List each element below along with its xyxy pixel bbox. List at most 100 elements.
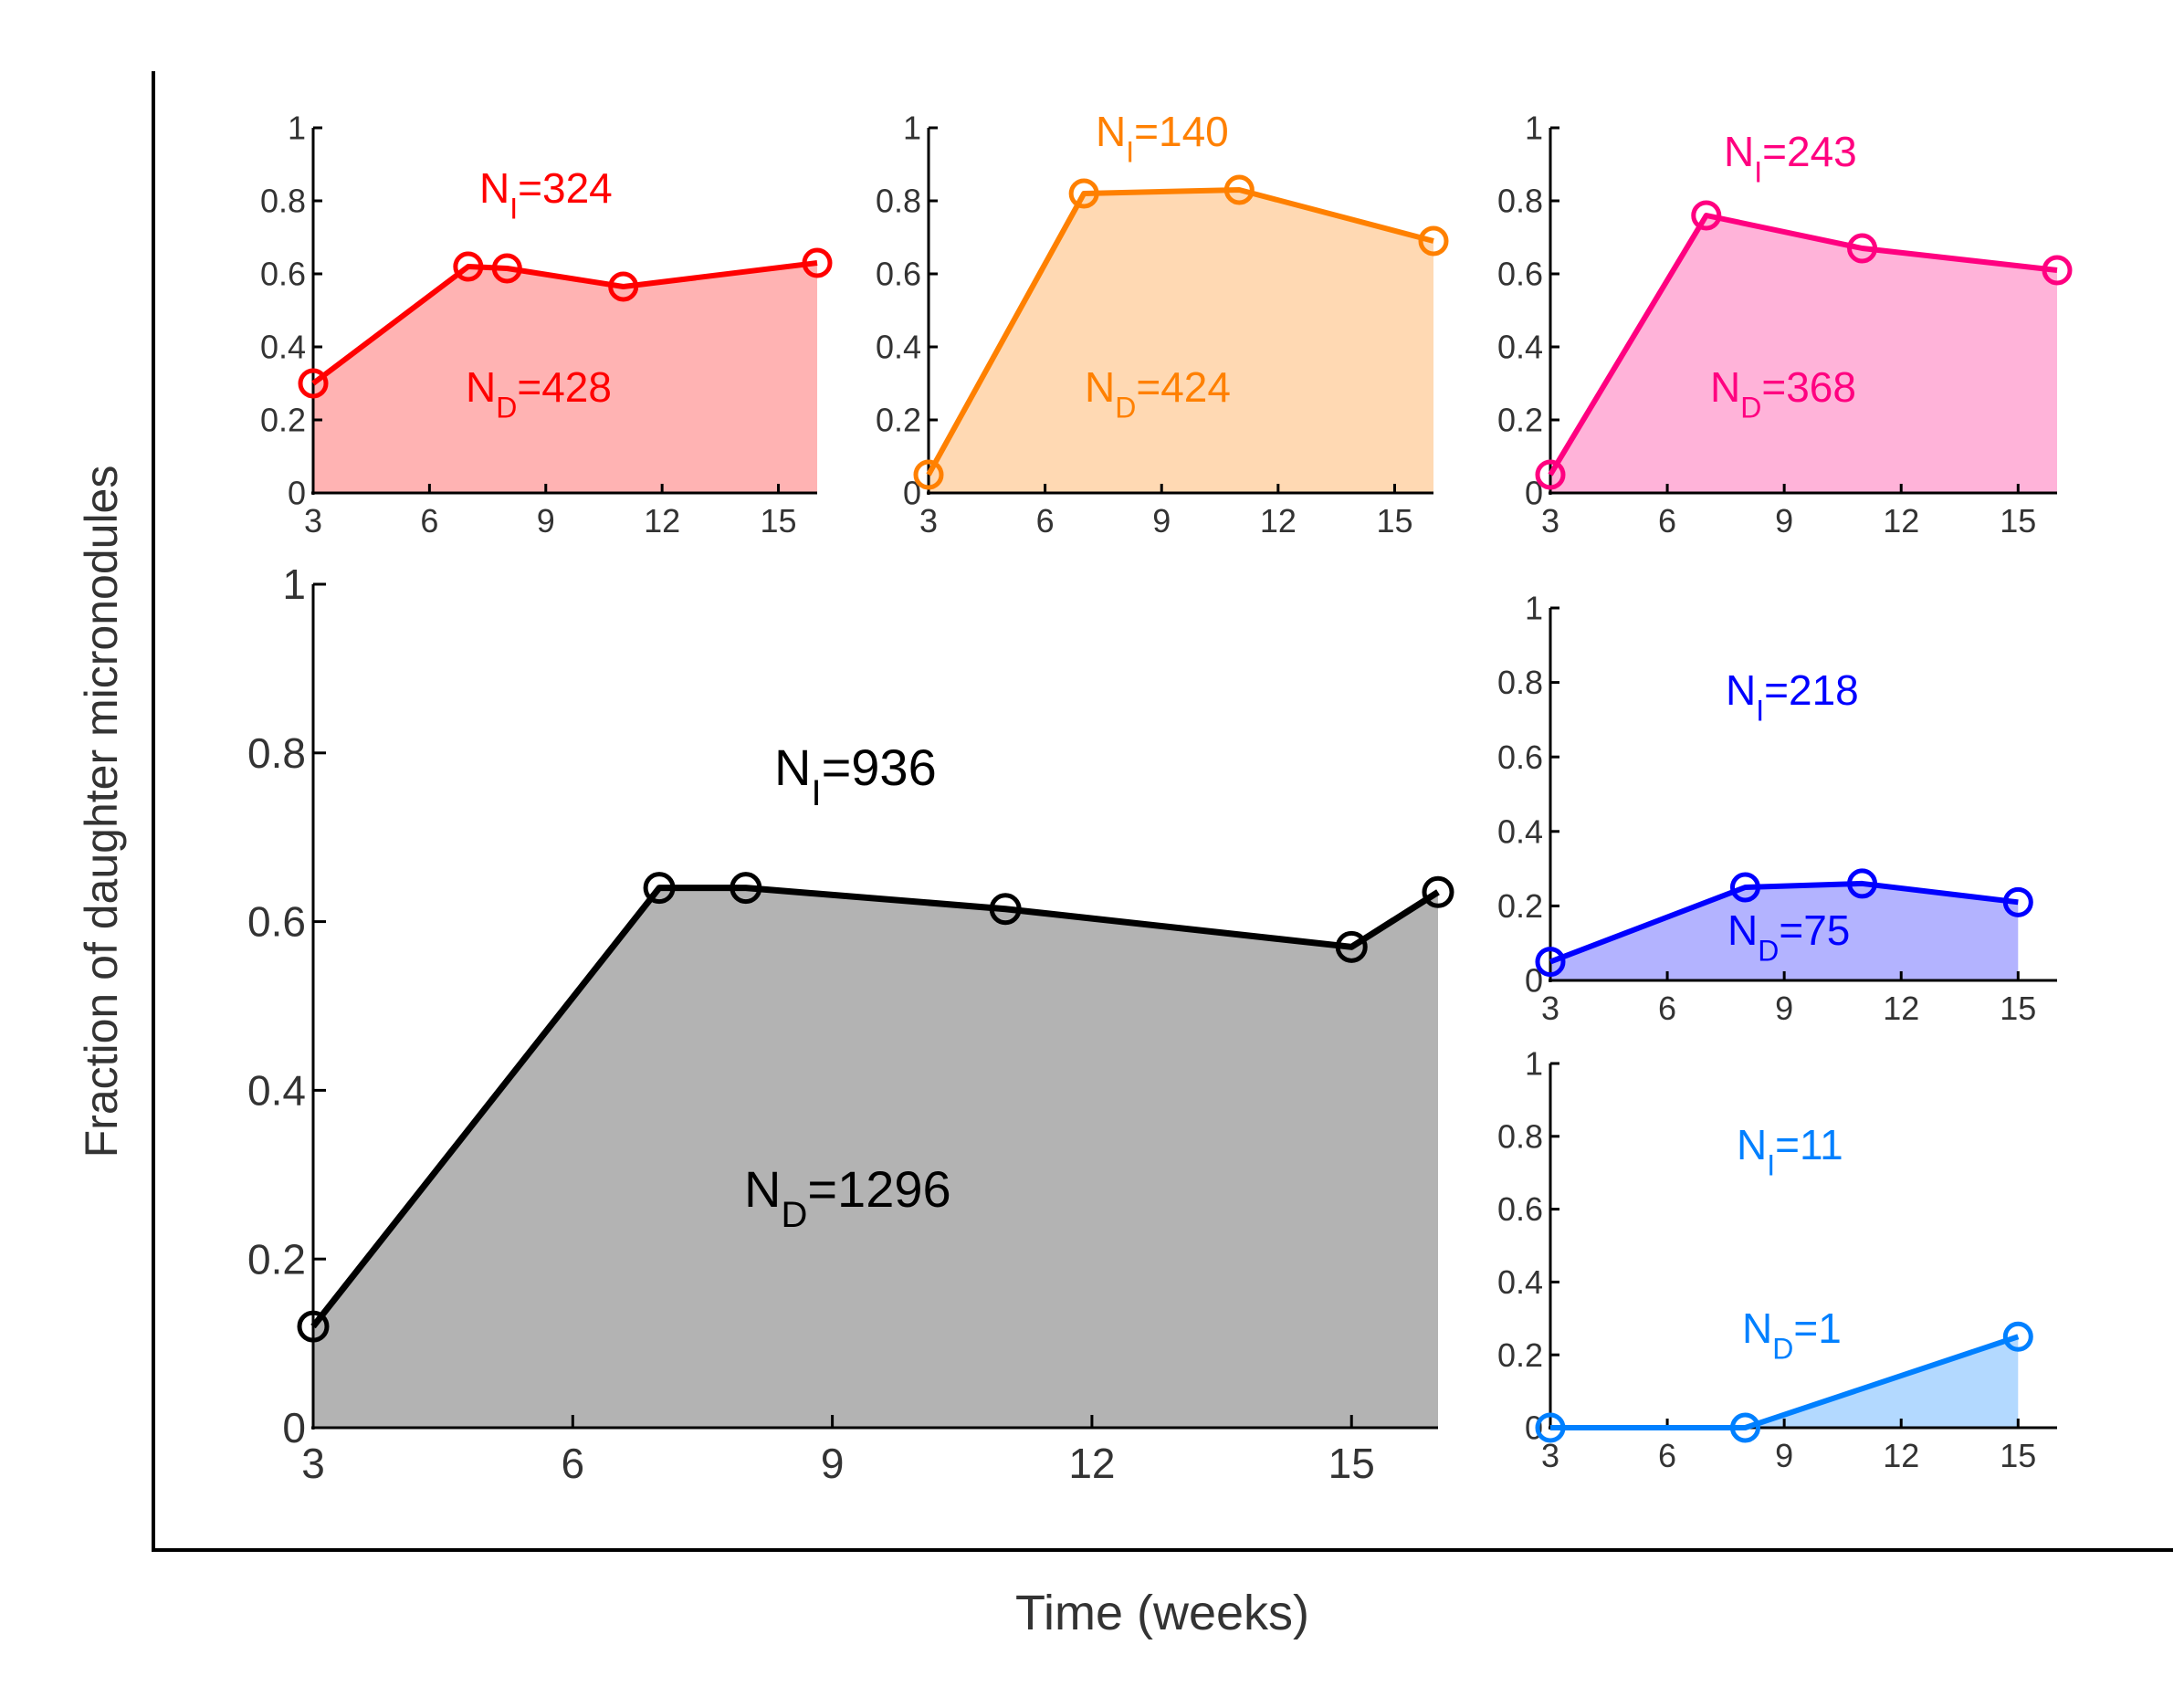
y-tick-label: 0.8 [876, 183, 921, 220]
series-line [311, 260, 818, 386]
x-tick-label: 15 [1328, 1440, 1375, 1487]
y-tick-label: 0.4 [247, 1067, 306, 1115]
data-point [1847, 233, 1878, 264]
nd-label: ND=1296 [744, 1160, 951, 1235]
data-point [453, 251, 484, 282]
x-tick-label: 15 [761, 502, 797, 539]
y-tick-label: 0.6 [260, 256, 306, 293]
area-fill [1550, 1336, 2019, 1428]
x-tick-label: 9 [1775, 990, 1793, 1027]
data-point [802, 247, 833, 278]
series-line [926, 187, 1434, 477]
ni-label: NI=11 [1737, 1121, 1843, 1182]
panel-lightblue: 0 0.2 0.4 0.6 0.8 1 3 6 9 12 15 NI=11 ND=1 [1497, 1045, 2057, 1474]
y-tick-label: 0.2 [876, 402, 921, 439]
x-tick-label: 9 [537, 502, 555, 539]
area-fill [1550, 883, 2019, 980]
x-tick-label: 3 [304, 502, 322, 539]
x-tick-label: 6 [562, 1440, 585, 1487]
y-tick-label: 1 [282, 560, 306, 608]
x-tick-label: 3 [919, 502, 938, 539]
y-tick-label: 1 [903, 110, 921, 147]
nd-label: ND=424 [1085, 363, 1231, 424]
y-tick-label: 0.8 [260, 183, 306, 220]
series-line [1549, 880, 2019, 965]
data-point [1535, 459, 1566, 490]
data-point [298, 368, 329, 399]
area-fill [313, 263, 817, 493]
x-tick-label: 15 [2000, 990, 2036, 1027]
y-tick-label: 0 [1525, 962, 1543, 1000]
data-point [1068, 178, 1099, 209]
x-tick-label: 12 [644, 502, 680, 539]
y-tick-label: 0.6 [1497, 1190, 1543, 1228]
x-tick-label: 15 [1376, 502, 1412, 539]
area-fill [929, 190, 1433, 493]
x-tick-label: 6 [1658, 502, 1676, 539]
y-tick-label: 0.6 [1497, 739, 1543, 776]
ni-label: NI=324 [479, 164, 613, 225]
series-line [1548, 213, 2058, 477]
data-point [1418, 225, 1449, 257]
data-point [1223, 174, 1255, 205]
y-tick-label: 0.2 [1497, 887, 1543, 925]
data-point [1535, 1412, 1566, 1443]
y-tick-label: 0.4 [1497, 329, 1543, 366]
y-tick-label: 0.8 [1497, 183, 1543, 220]
y-tick-label: 1 [1525, 110, 1543, 147]
x-tick-label: 6 [1658, 1437, 1676, 1474]
x-tick-label: 3 [1541, 1437, 1559, 1474]
frame-ylabel: Fraction of daughter micronodules [76, 466, 127, 1158]
y-tick-label: 0.8 [1497, 1117, 1543, 1155]
ni-label: NI=140 [1096, 108, 1229, 169]
data-point [2002, 886, 2033, 917]
x-tick-label: 12 [1068, 1440, 1115, 1487]
y-tick-label: 0.6 [1497, 256, 1543, 293]
nd-label: ND=1 [1742, 1304, 1842, 1366]
data-point [2042, 255, 2073, 286]
nd-label: ND=428 [466, 363, 612, 424]
panel-main: 0 0.2 0.4 0.6 0.8 1 3 6 9 12 15 NI=936 ND=1296 [247, 560, 1454, 1487]
x-tick-label: 9 [1775, 502, 1793, 539]
data-point [1335, 930, 1368, 963]
data-point [297, 1310, 330, 1343]
y-tick-label: 0.4 [260, 329, 306, 366]
panel-red: 0 0.2 0.4 0.6 0.8 1 3 6 9 12 15 NI=324 ND=428 [260, 110, 833, 539]
data-point [608, 271, 639, 302]
x-tick-label: 3 [1541, 990, 1559, 1027]
x-tick-label: 9 [1775, 1437, 1793, 1474]
x-tick-label: 9 [1152, 502, 1171, 539]
x-tick-label: 6 [420, 502, 438, 539]
y-tick-label: 1 [288, 110, 306, 147]
frame-xlabel: Time (weeks) [1015, 1586, 1309, 1640]
y-tick-label: 0.4 [1497, 1263, 1543, 1301]
x-tick-label: 12 [1260, 502, 1297, 539]
y-tick-label: 0.2 [260, 402, 306, 439]
series-line [310, 885, 1440, 1329]
y-tick-label: 0 [288, 475, 306, 512]
y-tick-label: 0.4 [876, 329, 921, 366]
data-point [1691, 200, 1722, 231]
y-tick-label: 0.8 [247, 729, 306, 777]
data-point [1729, 1412, 1760, 1443]
y-tick-label: 1 [1525, 1045, 1543, 1083]
area-fill [1550, 215, 2057, 493]
y-tick-label: 1 [1525, 590, 1543, 627]
y-tick-label: 0.8 [1497, 664, 1543, 701]
ni-label: NI=218 [1726, 666, 1859, 728]
x-tick-label: 15 [2000, 502, 2036, 539]
ni-label: NI=243 [1724, 128, 1857, 189]
y-tick-label: 0.2 [1497, 402, 1543, 439]
data-point [730, 872, 762, 905]
nd-label: ND=368 [1710, 363, 1856, 424]
x-tick-label: 3 [301, 1440, 325, 1487]
y-tick-label: 0.6 [247, 898, 306, 946]
y-tick-label: 0.2 [247, 1235, 306, 1283]
y-tick-label: 0.2 [1497, 1336, 1543, 1374]
x-tick-label: 6 [1036, 502, 1055, 539]
y-tick-label: 0 [282, 1404, 306, 1451]
x-tick-label: 12 [1883, 1437, 1919, 1474]
data-point [643, 872, 676, 905]
